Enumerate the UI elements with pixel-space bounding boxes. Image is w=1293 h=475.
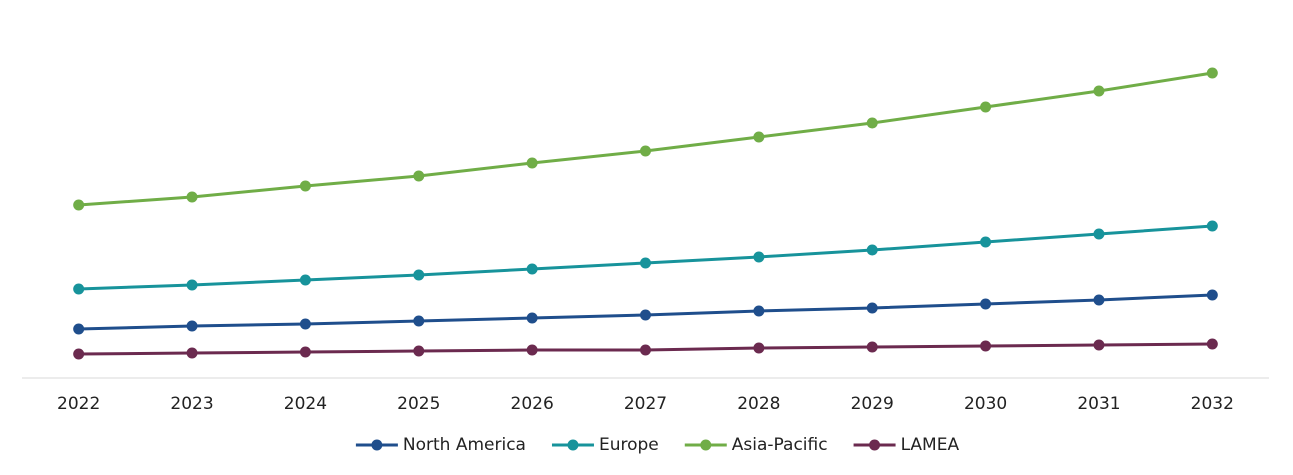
x-tick-label: 2032 bbox=[1191, 394, 1234, 414]
data-point bbox=[980, 340, 992, 352]
legend-item: Europe bbox=[551, 435, 659, 455]
series-line bbox=[78, 71, 1213, 207]
x-tick-label: 2024 bbox=[284, 394, 327, 414]
data-point bbox=[1206, 220, 1218, 232]
x-tick-label: 2027 bbox=[624, 394, 667, 414]
data-point bbox=[753, 342, 765, 354]
data-point bbox=[526, 344, 538, 356]
data-point bbox=[299, 180, 311, 192]
data-point bbox=[753, 131, 765, 143]
x-tick-label: 2029 bbox=[851, 394, 894, 414]
data-point bbox=[526, 157, 538, 169]
legend-label: North America bbox=[403, 435, 526, 455]
data-point bbox=[73, 323, 85, 335]
data-point bbox=[980, 101, 992, 113]
x-tick-label: 2025 bbox=[397, 394, 440, 414]
data-point bbox=[186, 347, 198, 359]
data-point bbox=[980, 298, 992, 310]
data-point bbox=[413, 170, 425, 182]
data-point bbox=[1093, 294, 1105, 306]
x-tick-label: 2028 bbox=[737, 394, 780, 414]
data-point bbox=[1093, 85, 1105, 97]
legend-marker bbox=[567, 439, 579, 451]
legend-marker bbox=[700, 439, 712, 451]
data-point bbox=[753, 305, 765, 317]
data-point bbox=[640, 145, 651, 157]
data-point bbox=[413, 315, 425, 327]
data-point bbox=[1206, 67, 1218, 79]
data-point bbox=[299, 274, 311, 286]
x-tick-label: 2030 bbox=[964, 394, 1007, 414]
legend-label: Asia-Pacific bbox=[732, 435, 828, 455]
data-point bbox=[73, 283, 85, 295]
legend-item: LAMEA bbox=[853, 435, 960, 455]
x-tick-label: 2023 bbox=[170, 394, 213, 414]
data-point bbox=[640, 344, 651, 356]
legend-item: North America bbox=[355, 435, 526, 455]
legend-label: LAMEA bbox=[901, 435, 960, 455]
data-point bbox=[413, 345, 425, 357]
legend-label: Europe bbox=[599, 435, 659, 455]
x-tick-label: 2026 bbox=[511, 394, 554, 414]
data-point bbox=[866, 244, 878, 256]
legend-item: Asia-Pacific bbox=[684, 435, 828, 455]
data-point bbox=[1093, 339, 1105, 351]
x-tick-label: 2031 bbox=[1077, 394, 1120, 414]
data-point bbox=[299, 318, 311, 330]
data-point bbox=[73, 199, 85, 211]
data-point bbox=[640, 309, 651, 321]
legend-marker bbox=[371, 439, 383, 451]
data-point bbox=[526, 312, 538, 324]
data-point bbox=[640, 257, 651, 269]
data-point bbox=[526, 263, 538, 275]
data-point bbox=[980, 236, 992, 248]
data-point bbox=[866, 117, 878, 129]
data-point bbox=[1206, 289, 1218, 301]
data-point bbox=[753, 251, 765, 263]
data-point bbox=[866, 302, 878, 314]
data-point bbox=[186, 279, 198, 291]
x-tick-label: 2022 bbox=[57, 394, 100, 414]
data-point bbox=[413, 269, 425, 281]
data-point bbox=[186, 320, 198, 332]
legend-marker bbox=[869, 439, 881, 451]
data-point bbox=[299, 346, 311, 358]
data-point bbox=[1206, 338, 1218, 350]
data-point bbox=[866, 341, 878, 353]
data-point bbox=[186, 191, 198, 203]
data-point bbox=[73, 348, 85, 360]
data-point bbox=[1093, 228, 1105, 240]
